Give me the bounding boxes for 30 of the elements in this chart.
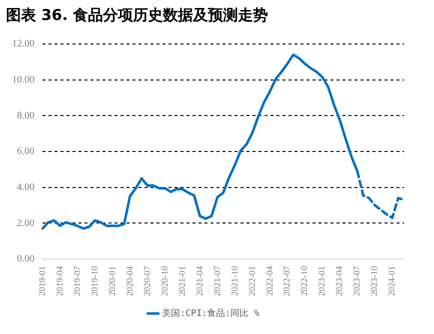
y-tick-label: 0.00 <box>17 254 34 265</box>
x-tick-label: 2020-10 <box>159 266 170 296</box>
x-tick-label: 2023-04 <box>334 266 344 296</box>
x-tick-label: 2020-07 <box>142 266 152 296</box>
x-tick-label: 2021-07 <box>212 266 222 296</box>
x-tick-label: 2022-01 <box>246 266 257 296</box>
y-tick-label: 2.00 <box>17 218 34 229</box>
y-tick-label: 10.00 <box>12 74 34 86</box>
x-tick-label: 2019-04 <box>54 266 64 296</box>
x-tick-label: 2020-04 <box>124 266 134 296</box>
x-tick-label: 2019-10 <box>89 266 100 296</box>
y-tick-label: 12.00 <box>12 38 34 50</box>
y-tick-label: 4.00 <box>17 182 34 193</box>
x-tick-label: 2019-01 <box>36 266 47 296</box>
x-tick-label: 2021-04 <box>194 266 204 296</box>
chart-title: 图表 36. 食品分项历史数据及预测走势 <box>6 6 268 25</box>
x-tick-label: 2022-10 <box>299 266 310 296</box>
x-tick-label: 2022-04 <box>264 266 274 296</box>
legend-label: 美国:CPI:食品:同比 % <box>162 308 260 319</box>
x-tick-label: 2019-07 <box>72 266 82 296</box>
x-tick-label: 2020-01 <box>106 266 117 296</box>
x-tick-label: 2021-01 <box>176 266 187 296</box>
x-tick-label: 2022-07 <box>282 266 292 296</box>
y-tick-label: 6.00 <box>17 146 34 158</box>
x-tick-label: 2023-01 <box>316 266 327 296</box>
x-tick-label: 2021-10 <box>229 266 240 296</box>
x-tick-label: 2023-07 <box>352 266 362 296</box>
y-tick-label: 8.00 <box>17 110 34 122</box>
x-tick-label: 2024-01 <box>386 266 397 296</box>
x-tick-label: 2023-10 <box>369 266 380 296</box>
